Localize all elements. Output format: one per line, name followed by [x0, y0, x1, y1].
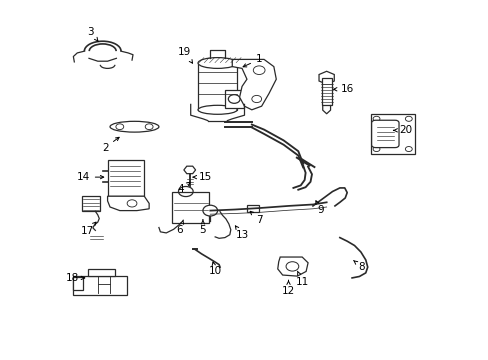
Ellipse shape [110, 121, 159, 132]
Ellipse shape [198, 58, 237, 68]
Text: 6: 6 [176, 220, 183, 235]
Bar [198, 63, 237, 110]
Circle shape [127, 200, 137, 207]
Text: 4: 4 [177, 182, 190, 194]
Circle shape [372, 116, 379, 121]
Circle shape [145, 124, 153, 130]
Circle shape [228, 95, 240, 103]
Text: 15: 15 [193, 172, 212, 182]
Text: 16: 16 [333, 84, 353, 94]
Bar [321, 78, 331, 105]
Polygon shape [318, 71, 334, 84]
Circle shape [285, 262, 298, 271]
Ellipse shape [198, 105, 237, 114]
Circle shape [405, 147, 411, 152]
Bar [107, 160, 144, 196]
Text: 12: 12 [281, 280, 295, 296]
Polygon shape [232, 59, 276, 110]
Text: 10: 10 [208, 262, 221, 276]
Text: 3: 3 [87, 27, 98, 41]
FancyBboxPatch shape [371, 120, 398, 148]
Text: 19: 19 [178, 47, 192, 63]
Text: 14: 14 [76, 172, 103, 182]
Polygon shape [107, 196, 149, 211]
Circle shape [116, 124, 123, 130]
Bar [370, 114, 414, 154]
Bar [172, 192, 209, 223]
Text: 5: 5 [199, 220, 206, 235]
Circle shape [251, 95, 261, 103]
Bar [73, 276, 127, 295]
Circle shape [405, 116, 411, 121]
Text: 13: 13 [235, 226, 248, 240]
Bar [88, 269, 115, 276]
Text: 18: 18 [65, 273, 84, 283]
Text: 20: 20 [393, 125, 411, 135]
Text: 8: 8 [353, 261, 365, 272]
Bar [81, 196, 100, 211]
Text: 11: 11 [295, 271, 308, 287]
Text: 9: 9 [315, 201, 323, 215]
Text: 17: 17 [80, 222, 96, 236]
Bar [246, 205, 259, 212]
Polygon shape [183, 166, 195, 174]
Circle shape [253, 66, 264, 75]
Circle shape [372, 147, 379, 152]
Bar [73, 277, 83, 290]
Text: 2: 2 [102, 137, 119, 153]
Bar [224, 90, 243, 108]
Text: 7: 7 [250, 211, 262, 225]
Circle shape [203, 205, 217, 216]
Polygon shape [277, 257, 307, 276]
Text: 1: 1 [243, 54, 262, 67]
